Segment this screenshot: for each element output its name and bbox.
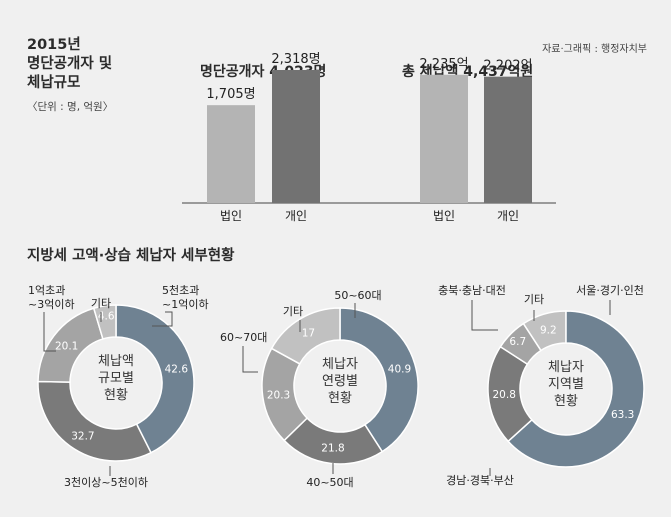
title-line-2: 명단공개자 및 <box>27 56 113 72</box>
donut-2-value-label-4: 17 <box>302 328 315 340</box>
donut-1-category-label-1-line-1: 5천초과 <box>162 283 199 297</box>
donut-2-category-label-1: 50~60대 <box>334 289 381 302</box>
donut-2-slice-4 <box>270 307 341 365</box>
donut-2-value-label-2: 21.8 <box>321 443 344 455</box>
donut-1-value-label-4: 4.6 <box>98 311 115 323</box>
donut-2-center-text-1: 체납자 <box>322 357 358 372</box>
donut-3-center-text-1: 체납자 <box>548 360 584 375</box>
donut-3-value-label-4: 9.2 <box>540 325 557 337</box>
unit-note: 〈단위 : 명, 억원〉 <box>27 101 114 113</box>
page-title: 2015년 명단공개자 및 체납규모 <box>27 36 137 93</box>
donut-3-category-label-3: 충북·충남·대전 <box>438 284 506 297</box>
donut-1-category-label-1-line-2: ~1억이하 <box>162 297 209 311</box>
donut-1-category-label-3-line-2: ~3억이하 <box>28 297 75 311</box>
donut-3-center-text-3: 현황 <box>554 394 578 409</box>
donut-2-center-text-3: 현황 <box>328 391 352 406</box>
donut-2-value-label-3: 20.3 <box>267 389 290 401</box>
donut-3-category-label-1: 서울·경기·인천 <box>576 283 644 297</box>
bar-1-2 <box>272 70 320 203</box>
donut-1-slice-2 <box>37 380 152 462</box>
bar-value-label-1-1: 1,705명 <box>206 87 255 102</box>
bar-value-label-2-1: 2,235억 <box>419 57 468 72</box>
donut-3-category-label-2: 경남·경북·부산 <box>446 474 514 487</box>
donut-1-center-text-3: 현황 <box>104 388 128 403</box>
donut-1-leader-line-1 <box>152 311 173 327</box>
title-line-3: 체납규모 <box>27 75 81 91</box>
donut-1-center-text-1: 체납액 <box>98 354 134 369</box>
bar-2-2 <box>484 76 532 203</box>
donut-2-leader-line-3 <box>242 346 258 373</box>
donut-3-slice-1 <box>507 310 645 468</box>
donut-1-category-label-3-line-1: 1억초과 <box>28 284 65 297</box>
donut-3-value-label-3: 6.7 <box>509 336 526 348</box>
donut-1-slice-4 <box>92 304 117 340</box>
bar-value-label-2-2: 2,202억 <box>483 59 532 74</box>
bar-category-label-2-1: 법인 <box>433 209 455 223</box>
donut-1-value-label-3: 20.1 <box>55 340 78 352</box>
donut-1-value-label-2: 32.7 <box>71 430 94 442</box>
section-title: 지방세 고액·상습 체납자 세부현황 <box>27 248 235 264</box>
donut-3-value-label-2: 20.8 <box>493 389 516 401</box>
donut-1-slice-1 <box>115 304 195 454</box>
donut-2-category-label-2: 40~50대 <box>306 476 353 489</box>
donut-1-center-text-2: 규모별 <box>98 371 134 386</box>
bar-category-label-1-2: 개인 <box>285 209 307 223</box>
donut-3-leader-line-3 <box>471 300 498 331</box>
donut-2-value-label-1: 40.9 <box>388 364 411 376</box>
donut-3-category-label-4: 기타 <box>524 293 544 306</box>
donut-1-leader-line-3 <box>43 312 56 352</box>
donut-1-category-label-4: 기타 <box>91 297 111 310</box>
donut-3-value-label-1: 63.3 <box>611 409 634 421</box>
donut-1-category-label-2: 3천이상~5천이하 <box>64 475 148 489</box>
bar-value-label-1-2: 2,318명 <box>271 52 320 67</box>
donut-1-value-label-1: 42.6 <box>165 364 189 376</box>
donut-2-category-label-3: 60~70대 <box>220 331 267 344</box>
bar-2-1 <box>420 74 468 203</box>
bar-1-1 <box>207 105 255 203</box>
donut-3-center-text-2: 지역별 <box>548 377 584 392</box>
donut-3-slice-3 <box>499 322 542 366</box>
bar-category-label-2-2: 개인 <box>497 209 519 223</box>
donut-2-center-text-2: 연령별 <box>322 374 358 389</box>
donut-2-slice-1 <box>339 307 419 453</box>
donut-2-category-label-4: 기타 <box>283 305 303 318</box>
bar-category-label-1-1: 법인 <box>220 209 242 223</box>
source-note: 자료·그래픽 : 행정자치부 <box>542 44 647 55</box>
title-line-1: 2015년 <box>27 37 81 53</box>
